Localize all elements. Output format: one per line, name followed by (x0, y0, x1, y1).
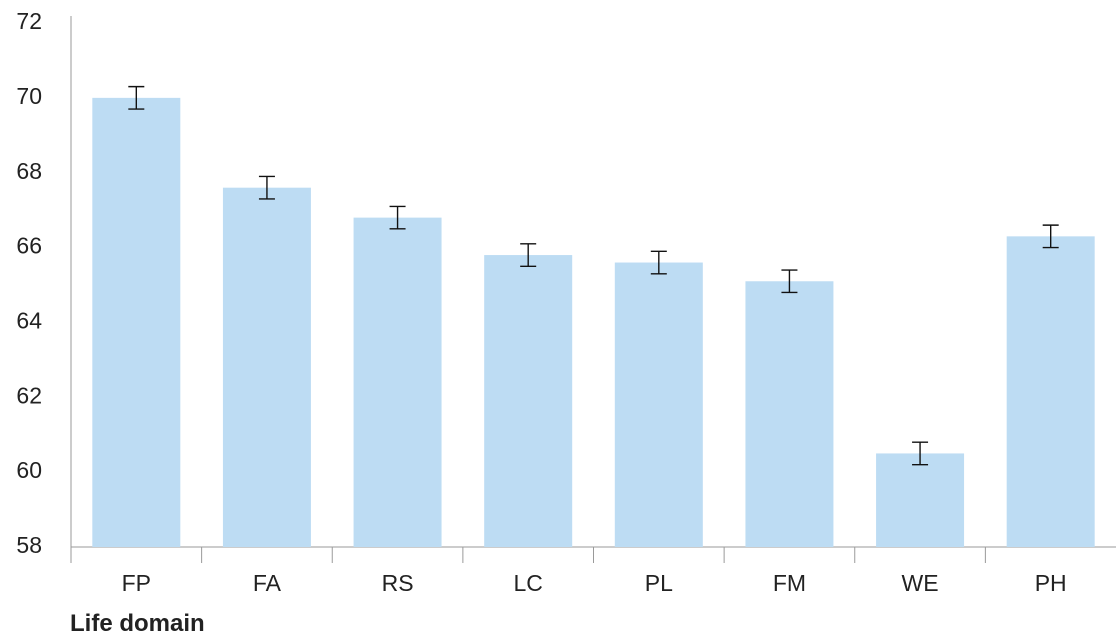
error-bar-fm (781, 269, 798, 294)
bar-pl (614, 262, 703, 547)
y-tick-label: 60 (16, 457, 42, 483)
y-tick-label: 68 (16, 158, 42, 184)
bars (92, 97, 1095, 548)
bar-fa (222, 187, 311, 547)
x-tick-label: FM (773, 570, 806, 596)
bar-fm (745, 281, 834, 547)
y-tick-label: 66 (16, 233, 42, 259)
x-tick-label: RS (382, 570, 414, 596)
y-axis: 58 60 62 64 66 68 70 72 (16, 8, 72, 558)
bar-lc (484, 255, 573, 548)
bar-rs (353, 217, 442, 547)
x-tick-label: PH (1035, 570, 1067, 596)
y-tick-label: 72 (16, 8, 42, 34)
error-bar-ph (1042, 224, 1059, 249)
error-bar-we (912, 441, 929, 466)
error-bar-rs (389, 205, 406, 230)
x-tick-label: FP (122, 570, 151, 596)
error-bar-pl (650, 250, 667, 275)
x-tick-label: LC (513, 570, 542, 596)
x-tick-label: PL (645, 570, 673, 596)
y-tick-label: 64 (16, 308, 42, 334)
x-axis-title: Life domain (70, 610, 205, 637)
error-bar-lc (520, 243, 537, 267)
y-tick-label: 58 (16, 532, 42, 558)
bar-ph (1006, 236, 1095, 548)
error-bars (128, 85, 1059, 466)
bar-fp (92, 97, 181, 547)
x-tick-label: WE (902, 570, 939, 596)
x-axis: FP FA RS LC PL FM WE PH (70, 546, 1116, 596)
error-bar-fa (258, 175, 275, 200)
error-bar-fp (128, 85, 145, 110)
bar-we (876, 453, 965, 547)
y-tick-label: 62 (16, 382, 42, 408)
y-tick-label: 70 (16, 83, 42, 109)
x-tick-label: FA (253, 570, 282, 596)
